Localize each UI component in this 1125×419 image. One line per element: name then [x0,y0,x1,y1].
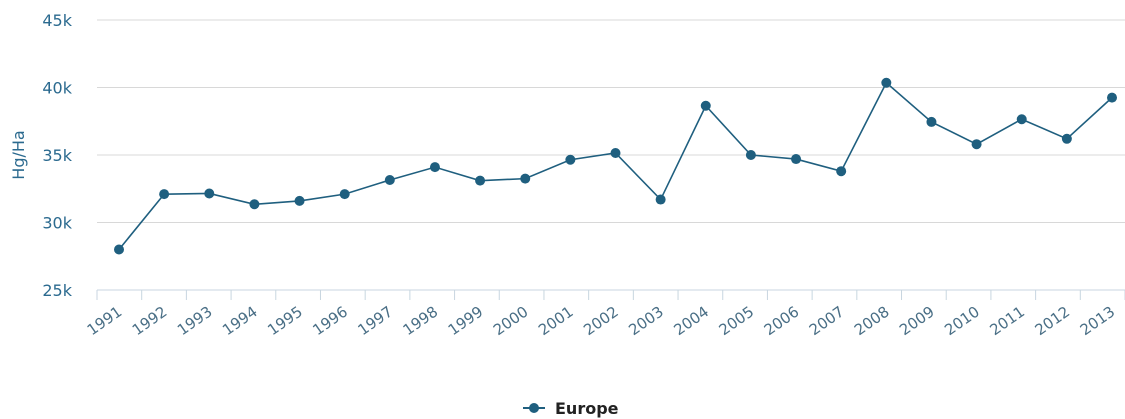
x-tick-label: 2012 [1032,303,1074,340]
x-tick-label: 2002 [580,303,622,340]
y-tick-label: 25k [42,281,72,300]
data-point[interactable] [204,188,215,199]
x-tick-label: 2001 [535,303,577,340]
data-point[interactable] [836,166,847,177]
data-point[interactable] [1061,133,1072,144]
x-tick-label: 2013 [1077,303,1119,340]
y-tick-label: 40k [42,79,72,98]
x-tick-label: 2011 [986,303,1028,340]
data-point[interactable] [249,199,260,210]
data-point[interactable] [791,154,802,165]
y-tick-label: 45k [42,11,72,30]
data-point[interactable] [1107,92,1117,103]
data-point[interactable] [1016,114,1027,125]
data-point[interactable] [384,174,395,185]
data-point[interactable] [520,173,531,184]
x-tick-label: 2004 [670,303,712,340]
x-tick-label: 1996 [309,303,351,340]
series-line-europe [118,81,1113,251]
x-tick-label: 1993 [174,303,216,340]
data-point[interactable] [655,194,666,205]
x-tick-label: 2006 [761,303,803,340]
data-point[interactable] [114,244,124,255]
x-tick-label: 1992 [129,303,171,340]
data-point[interactable] [700,100,711,111]
data-point[interactable] [745,150,756,160]
x-axis: 1991 1992 1993 1994 1995 1996 1997 1998 1999 2000… [84,289,1125,340]
data-point[interactable] [159,189,170,200]
x-tick-label: 1994 [219,303,261,340]
legend-item-europe[interactable]: Europe [555,399,619,418]
x-tick-label: 1991 [84,303,126,340]
data-point[interactable] [926,116,937,127]
data-point[interactable] [339,189,350,200]
legend[interactable]: Europe [523,399,619,418]
data-point[interactable] [971,139,982,150]
y-tick-label: 30k [42,214,72,233]
data-point[interactable] [610,147,621,158]
x-tick-label: 2000 [490,303,532,340]
y-axis-title: Hg/Ha [9,130,28,179]
data-point[interactable] [294,195,305,206]
legend-marker [529,403,539,413]
data-point[interactable] [429,162,440,173]
x-tick-label: 1998 [400,303,442,340]
x-tick-label: 2005 [716,303,758,340]
x-tick-label: 2009 [896,303,938,340]
x-tick-label: 2008 [851,303,893,340]
x-tick-label: 2010 [941,303,983,340]
x-tick-label: 1997 [355,303,397,340]
grid [97,19,1125,223]
series [114,77,1117,255]
y-axis: 25k 30k 35k 40k 45k [42,11,72,300]
data-point[interactable] [475,175,486,186]
x-tick-label: 1999 [445,303,487,340]
x-tick-label: 2003 [625,303,667,340]
data-point[interactable] [881,77,892,88]
data-point[interactable] [565,154,576,165]
x-tick-label: 1995 [264,303,306,340]
y-tick-label: 35k [42,146,72,165]
x-tick-label: 2007 [806,303,848,340]
